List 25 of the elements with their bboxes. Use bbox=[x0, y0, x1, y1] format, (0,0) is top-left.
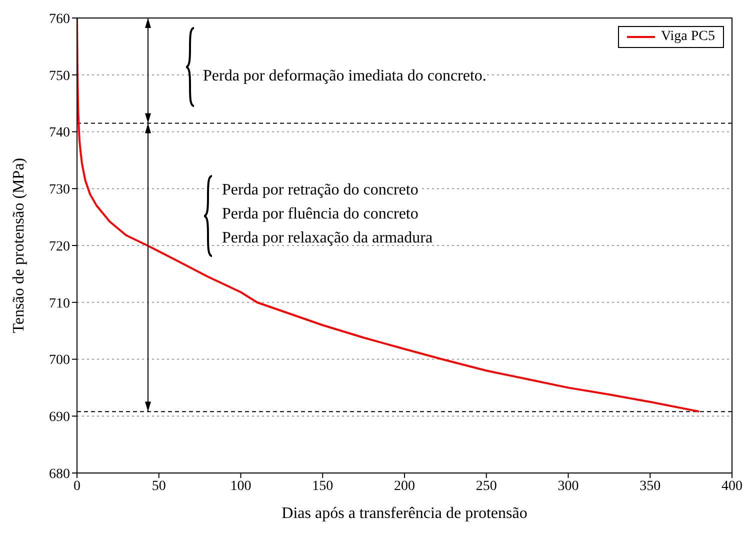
annotation: Perda por relaxação da armadura bbox=[222, 230, 433, 247]
y-axis-title: Tensão de protensão (MPa) bbox=[10, 158, 28, 334]
x-tick-label: 400 bbox=[722, 478, 742, 494]
legend-label: Viga PC5 bbox=[661, 29, 715, 45]
x-tick-label: 300 bbox=[558, 478, 579, 494]
x-tick-label: 150 bbox=[312, 478, 334, 494]
y-tick-label: 710 bbox=[49, 296, 70, 312]
x-axis-title: Dias após a transferência de protensão bbox=[282, 505, 528, 522]
x-tick-label: 200 bbox=[394, 478, 415, 494]
x-tick-label: 350 bbox=[640, 478, 661, 494]
y-tick-label: 750 bbox=[49, 68, 70, 84]
y-tick-label: 730 bbox=[49, 182, 70, 198]
annotation: Perda por retração do concreto bbox=[222, 182, 418, 199]
y-tick-label: 680 bbox=[49, 466, 70, 482]
y-tick-label: 720 bbox=[49, 239, 70, 254]
y-tick-label: 690 bbox=[49, 410, 70, 426]
y-tick-label: 740 bbox=[49, 126, 70, 141]
annotation: Perda por deformação imediata do concreto. bbox=[203, 68, 486, 85]
x-tick-label: 50 bbox=[152, 478, 166, 494]
y-tick-label: 760 bbox=[49, 12, 70, 27]
y-tick-label: 700 bbox=[49, 353, 70, 368]
x-tick-label: 0 bbox=[74, 478, 80, 494]
annotation: Perda por fluência do concreto bbox=[222, 206, 418, 223]
x-tick-label: 100 bbox=[230, 478, 252, 494]
x-tick-label: 250 bbox=[476, 478, 497, 494]
